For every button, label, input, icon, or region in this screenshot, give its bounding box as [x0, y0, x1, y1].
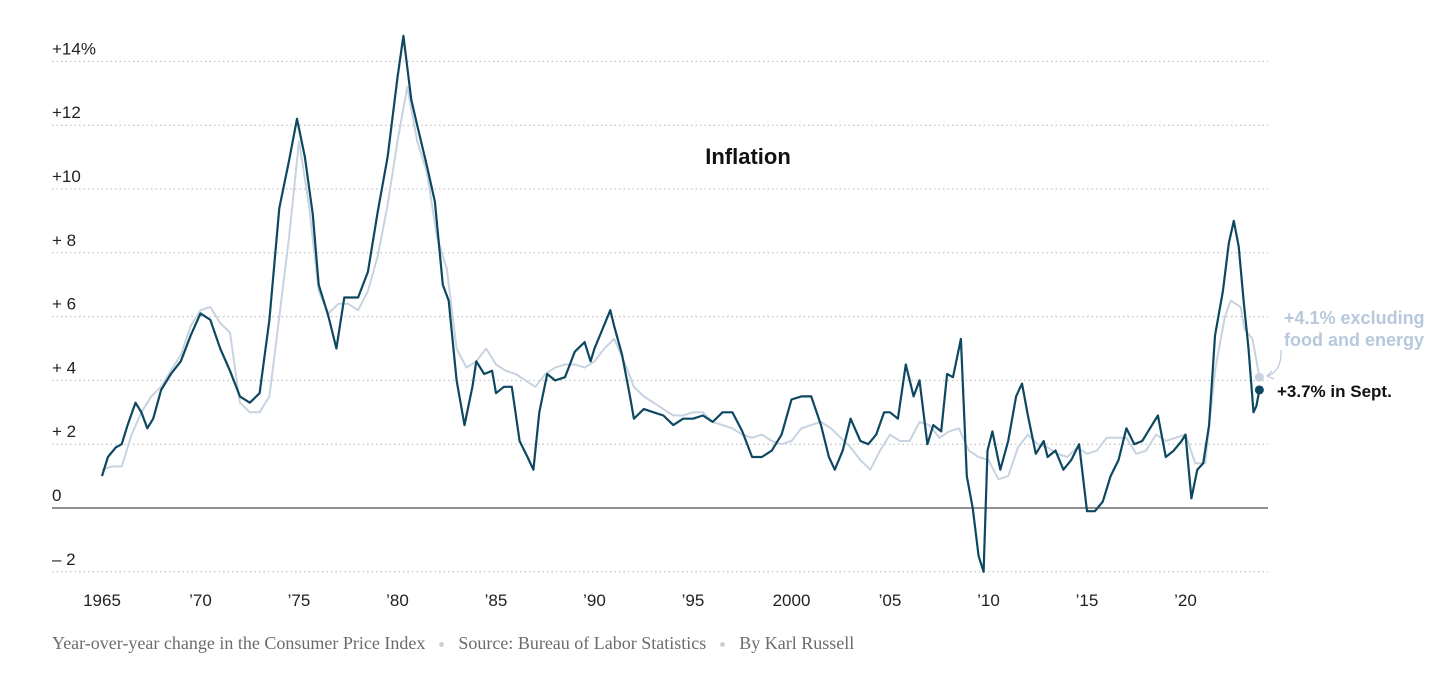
footer-separator [439, 642, 445, 648]
core-end-dot [1254, 372, 1264, 382]
y-tick-label: + 6 [52, 295, 76, 314]
x-tick-label: 1965 [83, 591, 121, 610]
x-tick-label: ’90 [583, 591, 606, 610]
gridlines [52, 60, 1268, 573]
annotation-arrow [1267, 349, 1282, 377]
x-tick-label: ’10 [977, 591, 1000, 610]
footer-source: Source: Bureau of Labor Statistics [458, 633, 707, 653]
y-tick-label: +10 [52, 167, 81, 186]
x-tick-label: ’75 [288, 591, 311, 610]
annotation-arrowhead [1265, 370, 1275, 380]
y-tick-label: +12 [52, 103, 81, 122]
x-tick-label: 2000 [773, 591, 811, 610]
footer-byline: By Karl Russell [739, 633, 855, 653]
y-tick-label: + 2 [52, 422, 76, 441]
x-tick-label: ’85 [485, 591, 508, 610]
x-tick-label: ’20 [1174, 591, 1197, 610]
chart-footer: Year-over-year change in the Consumer Pr… [52, 633, 854, 654]
core-annotation-line1: +4.1% excluding [1284, 308, 1425, 328]
y-axis-ticks: +14% +12 +10 + 8 + 6 + 4 + 2 0 – 2 [52, 39, 96, 568]
y-tick-label: 0 [52, 486, 61, 505]
series-layer [100, 34, 1264, 573]
y-tick-label: + 8 [52, 231, 76, 250]
chart-title: Inflation [705, 144, 791, 169]
footer-description: Year-over-year change in the Consumer Pr… [52, 633, 426, 653]
headline-end-dot [1254, 385, 1264, 395]
x-axis-ticks: 1965 ’70 ’75 ’80 ’85 ’90 ’95 2000 ’05 ’10 ’15 ’20 [83, 591, 1197, 610]
x-tick-label: ’80 [386, 591, 409, 610]
headline-inflation-line [100, 34, 1261, 573]
headline-annotation: +3.7% in Sept. [1277, 382, 1392, 401]
core-annotation-line2: food and energy [1284, 330, 1424, 350]
footer-separator [720, 642, 726, 648]
x-tick-label: ’05 [879, 591, 902, 610]
x-tick-label: ’70 [189, 591, 212, 610]
x-tick-label: ’15 [1076, 591, 1099, 610]
y-tick-label: + 4 [52, 358, 76, 377]
y-tick-label: +14% [52, 39, 96, 58]
y-tick-label: – 2 [52, 550, 76, 569]
inflation-chart: +14% +12 +10 + 8 + 6 + 4 + 2 0 – 2 1965 ’70 ’75 ’80… [52, 34, 1425, 610]
x-tick-label: ’95 [682, 591, 705, 610]
